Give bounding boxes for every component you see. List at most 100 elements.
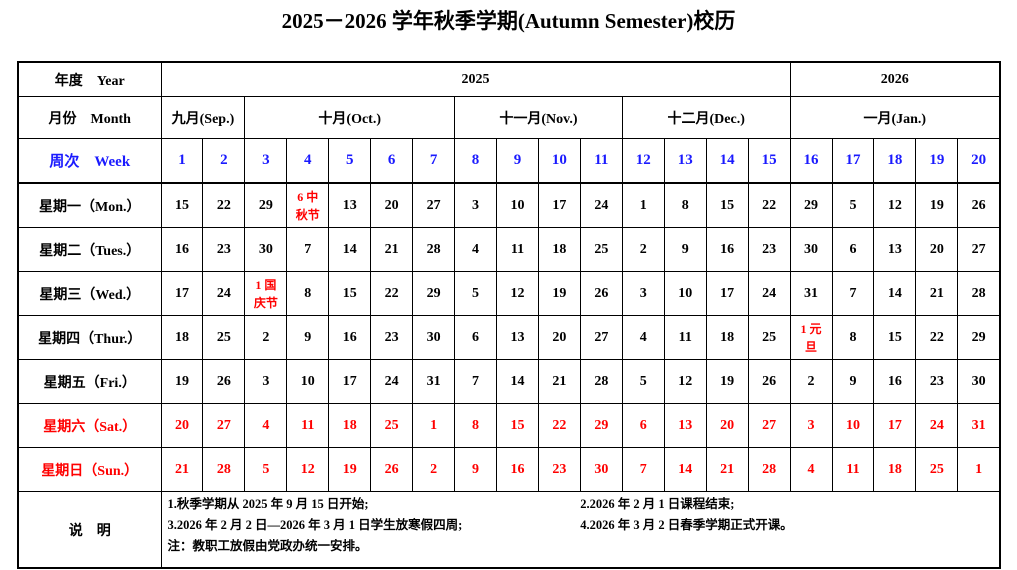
date-cell: 27 — [202, 403, 246, 448]
page-title: 2025－2026 学年秋季学期(Autumn Semester)校历 — [281, 9, 736, 33]
date-cell: 14 — [663, 447, 707, 492]
week-number: 13 — [663, 138, 707, 184]
date-cell: 21 — [537, 359, 581, 404]
date-cell: 29 — [244, 182, 288, 228]
date-cell: 25 — [370, 403, 414, 448]
date-cell: 23 — [915, 359, 959, 404]
date-cell: 13 — [663, 403, 707, 448]
date-cell: 3 — [244, 359, 288, 404]
date-cell: 12 — [873, 182, 917, 228]
date-cell: 11 — [831, 447, 875, 492]
date-cell: 24 — [579, 182, 623, 228]
month-cell: 九月(Sep.) — [160, 96, 246, 139]
week-number: 12 — [621, 138, 665, 184]
week-number: 20 — [957, 138, 1001, 184]
holiday-text: 秋节 — [295, 207, 320, 222]
year-cell: 2025 — [160, 61, 791, 97]
date-cell: 16 — [873, 359, 917, 404]
date-cell: 26 — [370, 447, 414, 492]
holiday-text: 6 中 — [297, 189, 319, 204]
week-number: 1 — [160, 138, 204, 184]
date-cell: 28 — [747, 447, 791, 492]
note-text: 1.秋季学期从 2025 年 9 月 15 日开始; — [167, 497, 369, 511]
date-cell: 17 — [705, 271, 749, 316]
date-cell: 27 — [747, 403, 791, 448]
week-number: 10 — [537, 138, 581, 184]
date-cell: 6 — [831, 227, 875, 272]
date-cell: 2 — [789, 359, 833, 404]
date-cell: 16 — [160, 227, 204, 272]
date-cell: 13 — [328, 182, 372, 228]
date-cell: 25 — [747, 315, 791, 360]
week-number: 6 — [370, 138, 414, 184]
date-cell: 31 — [957, 403, 1001, 448]
day-label: 星期五（Fri.） — [17, 359, 162, 404]
date-cell: 3 — [621, 271, 665, 316]
date-cell: 20 — [370, 182, 414, 228]
day-row: 星期四（Thur.） 18 25 2 9 16 23 30 6 13 20 27 4 11 18 25 1 元旦… — [17, 315, 1001, 360]
note-text: 3.2026 年 2 月 2 日—2026 年 3 月 1 日学生放寒假四周; — [167, 518, 463, 532]
date-cell: 23 — [747, 227, 791, 272]
date-cell: 20 — [537, 315, 581, 360]
date-cell: 20 — [705, 403, 749, 448]
date-cell: 31 — [789, 271, 833, 316]
week-number: 17 — [831, 138, 875, 184]
date-cell: 16 — [328, 315, 372, 360]
day-row: 星期六（Sat.） 20 27 4 11 18 25 1 8 15 22 29 6 13 20 27 3 10 17… — [17, 403, 1001, 448]
date-cell: 9 — [663, 227, 707, 272]
day-label: 星期二（Tues.） — [17, 227, 162, 272]
date-cell: 17 — [873, 403, 917, 448]
date-cell: 6 — [621, 403, 665, 448]
week-number: 8 — [454, 138, 497, 184]
week-number: 5 — [328, 138, 372, 184]
date-cell: 16 — [496, 447, 539, 492]
date-cell: 18 — [537, 227, 581, 272]
date-cell: 3 — [789, 403, 833, 448]
date-cell: 9 — [831, 359, 875, 404]
date-cell: 22 — [537, 403, 581, 448]
week-number: 9 — [496, 138, 539, 184]
date-cell: 11 — [663, 315, 707, 360]
date-cell: 19 — [705, 359, 749, 404]
date-cell: 11 — [496, 227, 539, 272]
date-cell: 24 — [747, 271, 791, 316]
date-cell: 15 — [873, 315, 917, 360]
holiday-cell: 1 国庆节 — [244, 271, 288, 316]
date-cell: 15 — [328, 271, 372, 316]
date-cell: 8 — [454, 403, 497, 448]
month-row: 月份 Month 九月(Sep.) 十月(Oct.) 十一月(Nov.) 十二月(Dec… — [17, 96, 1001, 139]
week-number: 3 — [244, 138, 288, 184]
date-cell: 11 — [286, 403, 330, 448]
date-cell: 24 — [370, 359, 414, 404]
date-cell: 18 — [705, 315, 749, 360]
notes-cell: 1.秋季学期从 2025 年 9 月 15 日开始; 2.2026 年 2 月 1… — [160, 491, 1001, 569]
date-cell: 26 — [202, 359, 246, 404]
holiday-text: 1 国 — [255, 277, 277, 292]
week-number: 16 — [789, 138, 833, 184]
date-cell: 4 — [789, 447, 833, 492]
year-cell: 2026 — [789, 61, 1001, 97]
date-cell: 25 — [202, 315, 246, 360]
date-cell: 20 — [915, 227, 959, 272]
date-cell: 19 — [160, 359, 204, 404]
date-cell: 4 — [244, 403, 288, 448]
date-cell: 7 — [621, 447, 665, 492]
day-label: 星期一（Mon.） — [17, 182, 162, 228]
day-row: 星期五（Fri.） 19 26 3 10 17 24 31 7 14 21 28 5 12 19 26 2 9 16… — [17, 359, 1001, 404]
holiday-text: 旦 — [805, 339, 818, 354]
date-cell: 10 — [831, 403, 875, 448]
date-cell: 16 — [705, 227, 749, 272]
date-cell: 30 — [957, 359, 1001, 404]
holiday-text: 1 元 — [800, 321, 822, 336]
date-cell: 7 — [454, 359, 497, 404]
month-label: 月份 Month — [17, 96, 162, 139]
date-cell: 12 — [286, 447, 330, 492]
date-cell: 4 — [454, 227, 497, 272]
date-cell: 26 — [579, 271, 623, 316]
date-cell: 21 — [705, 447, 749, 492]
holiday-cell: 6 中秋节 — [286, 182, 330, 228]
date-cell: 19 — [537, 271, 581, 316]
date-cell: 22 — [202, 182, 246, 228]
date-cell: 28 — [202, 447, 246, 492]
notes-row: 说 明 1.秋季学期从 2025 年 9 月 15 日开始; 2.2026 年 2 … — [17, 491, 1001, 569]
